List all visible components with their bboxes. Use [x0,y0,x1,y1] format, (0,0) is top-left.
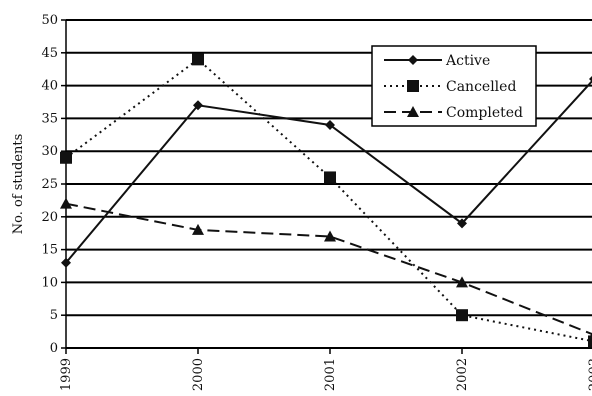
series-line-completed [65,202,592,336]
legend-label-cancelled: Cancelled [446,79,516,95]
data-point-active-2002 [457,218,467,229]
data-point-cancelled-2003 [588,335,592,348]
x-tick-label-2002: 2002 [455,358,470,391]
legend-label-active: Active [445,53,490,69]
y-tick-label-10: 10 [41,275,58,290]
data-point-cancelled-1999 [60,151,72,164]
data-point-completed-2001 [324,230,336,242]
legend-marker-completed [407,106,419,117]
x-tick-label-2000: 2000 [191,358,206,391]
y-axis-title: No. of students [11,134,26,235]
data-point-completed-1999 [60,197,72,209]
y-tick-label-40: 40 [41,79,58,94]
y-tick-label-5: 5 [50,308,58,323]
x-tick-label-2003: 2003 [587,358,592,391]
y-tick-label-50: 50 [41,13,58,28]
x-tick-label-1999: 1999 [59,358,74,391]
y-tick-label-25: 25 [41,177,58,192]
data-point-completed-2002 [456,276,468,288]
legend-marker-cancelled [407,80,419,92]
data-point-completed-2003 [588,332,592,340]
data-point-active-2001 [325,119,335,130]
legend-marker-active [408,55,418,65]
data-point-cancelled-2001 [324,171,336,184]
y-tick-label-30: 30 [41,144,58,159]
data-point-active-2003 [589,76,592,83]
data-point-cancelled-2000 [192,53,204,66]
data-point-active-2000 [193,100,203,111]
series-line-cancelled [65,58,592,343]
data-point-completed-2000 [192,223,204,235]
y-tick-label-35: 35 [41,111,58,126]
y-tick-label-20: 20 [41,210,58,225]
y-tick-label-45: 45 [41,46,58,61]
data-point-active-1999 [61,257,71,268]
legend-label-completed: Completed [446,105,523,121]
y-tick-label-15: 15 [41,243,58,258]
data-point-cancelled-2002 [456,309,468,322]
x-tick-label-2001: 2001 [323,358,338,391]
y-tick-label-0: 0 [50,341,58,356]
